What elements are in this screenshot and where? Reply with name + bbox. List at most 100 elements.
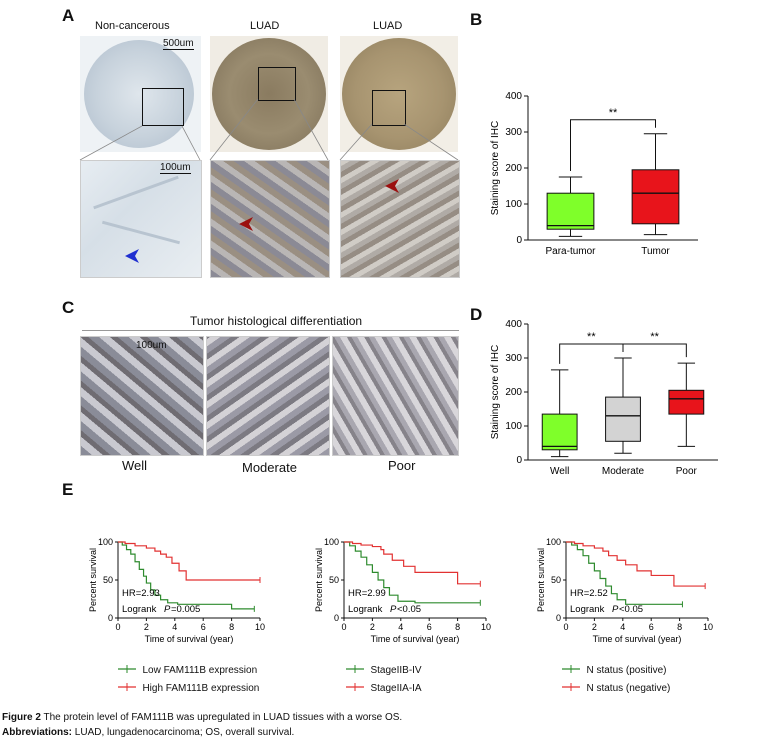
- y-tick-label: 0: [516, 455, 522, 466]
- y-tick-label: 0: [108, 613, 113, 623]
- legend-swatch-n-neg: [562, 682, 580, 691]
- y-tick-label: 100: [324, 537, 339, 547]
- hazard-ratio: HR=2.99: [348, 588, 386, 599]
- x-tick-label: 6: [649, 622, 654, 632]
- magnified-luad-1: [210, 160, 330, 278]
- x-tick-label: 8: [455, 622, 460, 632]
- col-label-noncancerous: Non-cancerous: [95, 20, 170, 32]
- km-chart-3: 0 50 100 0 2 4 6 8 10 Percent survival Time of sur…: [536, 537, 713, 644]
- y-axis-label: Percent survival: [314, 548, 324, 612]
- col-label-luad-1: LUAD: [250, 20, 280, 32]
- y-tick-label: 0: [516, 235, 522, 246]
- legend-swatch-n-pos: [562, 664, 580, 673]
- legend-swatch-high: [118, 682, 136, 691]
- panel-letter-c: C: [62, 298, 75, 317]
- label-poor: Poor: [388, 458, 416, 473]
- chart-d: 0 100 200 300 400 Staining score of IHC Well Mo…: [490, 319, 718, 477]
- x-tick-label: 8: [229, 622, 234, 632]
- significance-bracket: [570, 119, 656, 171]
- label-well: Well: [122, 458, 148, 473]
- p-label: P: [390, 604, 397, 615]
- km-chart-1: 0 50 100 0 2 4 6 8 10 Percent survival Time of sur…: [88, 537, 265, 644]
- y-tick-label: 200: [505, 387, 522, 398]
- legend-swatch-stage-early: [346, 682, 364, 691]
- legend-label-stage-late: StageIIB-IV: [370, 665, 422, 676]
- km-curve: [344, 541, 481, 604]
- significance-label: **: [650, 331, 659, 343]
- hazard-ratio: HR=2.93: [122, 588, 160, 599]
- panel-letter-d: D: [470, 305, 483, 324]
- histology-poor: [332, 336, 459, 456]
- arrow-blue-icon: [125, 249, 139, 263]
- y-axis-label: Percent survival: [536, 548, 546, 612]
- abbreviations-label: Abbreviations:: [2, 727, 73, 738]
- p-value: <0.05: [619, 604, 643, 615]
- km-chart-2: 0 50 100 0 2 4 6 8 10 Percent survival Time of sur…: [314, 537, 491, 644]
- legend-e3: N status (positive) N status (negative): [562, 660, 670, 696]
- km-curve: [118, 541, 260, 581]
- panel-letter-a: A: [62, 6, 75, 25]
- panel-c-title: Tumor histological differentiation: [190, 314, 363, 328]
- panel-letter-e: E: [62, 480, 74, 499]
- tma-core-luad-2: [340, 36, 458, 152]
- x-tick-label: 6: [201, 622, 206, 632]
- category-label: Moderate: [602, 466, 645, 477]
- significance-bracket: [559, 343, 624, 364]
- x-tick-label: 2: [592, 622, 597, 632]
- legend-swatch-stage-late: [346, 664, 364, 673]
- p-label: P: [164, 604, 171, 615]
- label-moderate: Moderate: [242, 460, 297, 475]
- km-curve: [566, 541, 683, 605]
- tma-core-luad-1: [210, 36, 328, 152]
- figure-caption-label: Figure 2: [2, 712, 41, 723]
- x-tick-label: 4: [620, 622, 625, 632]
- panel-letter-b: B: [470, 10, 483, 29]
- box-well: [541, 413, 578, 451]
- scale-bar-100um: 100um: [160, 162, 191, 174]
- x-tick-label: 6: [427, 622, 432, 632]
- legend-label-stage-early: StageIIA-IA: [370, 683, 422, 694]
- logrank-label: Logrank: [348, 604, 383, 615]
- histology-well: [80, 336, 204, 456]
- panel-c-scale: 100um: [136, 340, 167, 351]
- y-tick-label: 200: [505, 163, 522, 174]
- box-tumor: [631, 169, 680, 225]
- magnified-noncancerous: [80, 160, 202, 278]
- box-para-tumor: [546, 192, 595, 230]
- p-value: =0.005: [171, 604, 200, 615]
- panel-c-divider: [82, 330, 459, 331]
- x-axis-label: Time of survival (year): [371, 634, 460, 644]
- significance-label: **: [609, 107, 618, 119]
- box-poor: [668, 389, 705, 415]
- y-tick-label: 100: [505, 421, 522, 432]
- chart-b: 0 100 200 300 400 Staining score of IHC Para-t…: [490, 91, 698, 257]
- km-curve: [344, 541, 481, 585]
- category-label: Tumor: [641, 246, 670, 257]
- x-tick-label: 0: [341, 622, 346, 632]
- y-axis-label: Staining score of IHC: [490, 121, 501, 216]
- arrow-red-icon: [239, 217, 253, 231]
- y-axis-label: Staining score of IHC: [490, 345, 501, 440]
- box-moderate: [605, 396, 641, 442]
- legend-e1: Low FAM111B expression High FAM111B expr…: [118, 660, 259, 696]
- y-tick-label: 300: [505, 353, 522, 364]
- km-curve: [566, 541, 706, 587]
- x-axis-label: Time of survival (year): [593, 634, 682, 644]
- legend-e2: StageIIB-IV StageIIA-IA: [346, 660, 422, 696]
- x-tick-label: 2: [144, 622, 149, 632]
- y-tick-label: 300: [505, 127, 522, 138]
- x-axis-label: Time of survival (year): [145, 634, 234, 644]
- category-label: Poor: [676, 466, 698, 477]
- magnified-luad-2: [340, 160, 460, 278]
- x-tick-label: 0: [563, 622, 568, 632]
- y-tick-label: 0: [334, 613, 339, 623]
- logrank-label: Logrank: [570, 604, 605, 615]
- y-tick-label: 400: [505, 319, 522, 330]
- km-curve: [118, 541, 255, 610]
- y-tick-label: 0: [556, 613, 561, 623]
- histology-moderate: [206, 336, 330, 456]
- abbreviations-text: LUAD, lungadenocarcinoma; OS, overall su…: [72, 727, 295, 738]
- significance-bracket: [622, 343, 687, 358]
- p-value: <0.05: [397, 604, 421, 615]
- y-tick-label: 100: [505, 199, 522, 210]
